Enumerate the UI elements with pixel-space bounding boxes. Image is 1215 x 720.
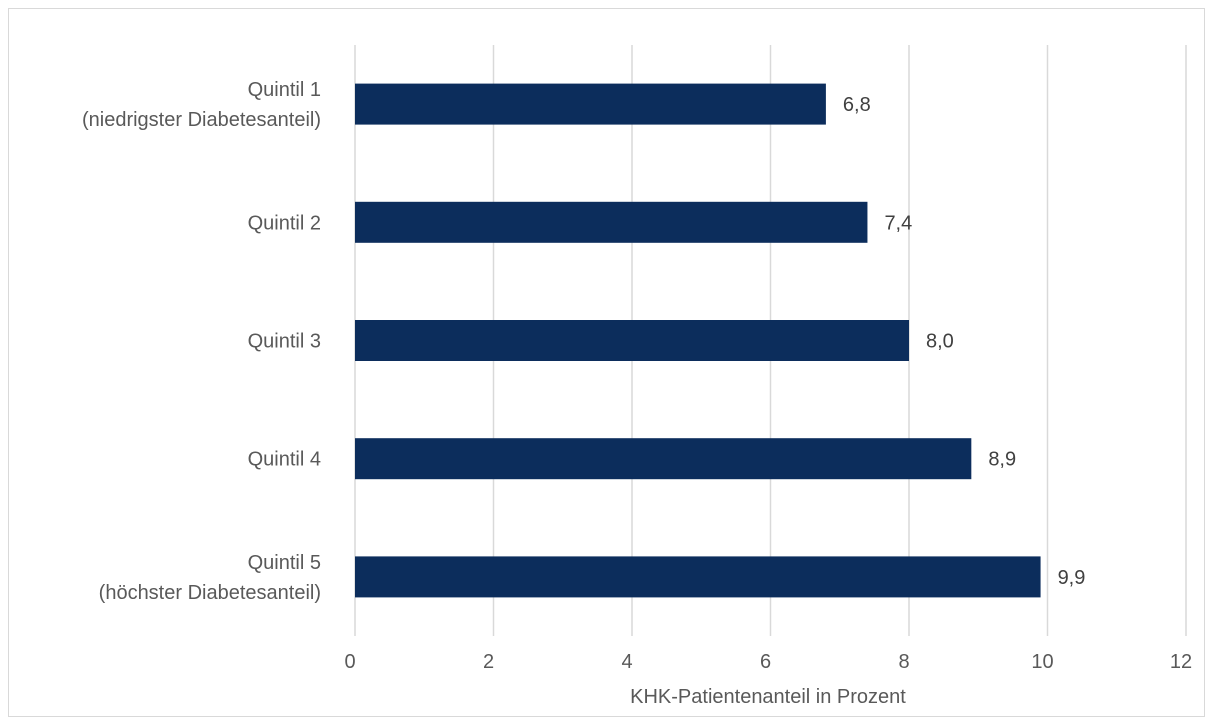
bars — [355, 83, 1041, 598]
x-tick-label: 4 — [621, 651, 632, 673]
bar-quintil-1 — [355, 83, 826, 125]
category-label: (höchster Diabetesanteil) — [99, 582, 321, 604]
x-tick-labels: 0 2 4 6 8 10 12 — [344, 651, 1192, 673]
x-tick-label: 6 — [760, 651, 771, 673]
bar-quintil-2 — [355, 201, 868, 243]
category-label: (niedrigster Diabetesanteil) — [82, 109, 321, 131]
data-label: 6,8 — [843, 94, 871, 116]
x-axis-title: KHK-Patientenanteil in Prozent — [630, 686, 906, 708]
category-label: Quintil 4 — [248, 449, 321, 471]
category-label: Quintil 5 — [248, 552, 321, 574]
data-labels: 6,8 7,4 8,0 8,9 9,9 — [843, 94, 1085, 589]
data-label: 8,0 — [926, 331, 954, 353]
data-label: 8,9 — [988, 449, 1016, 471]
bar-quintil-4 — [355, 438, 972, 480]
x-tick-label: 2 — [483, 651, 494, 673]
bar-quintil-3 — [355, 320, 909, 361]
data-label: 9,9 — [1058, 567, 1086, 589]
category-labels: Quintil 1 (niedrigster Diabetesanteil) Qui… — [82, 79, 321, 604]
category-label: Quintil 2 — [248, 212, 321, 234]
x-tick-label: 0 — [344, 651, 355, 673]
data-label: 7,4 — [884, 212, 912, 234]
x-tick-label: 12 — [1170, 651, 1192, 673]
category-label: Quintil 1 — [248, 79, 321, 101]
x-tick-label: 8 — [898, 651, 909, 673]
bar-quintil-5 — [355, 556, 1041, 598]
chart-frame — [8, 8, 1205, 717]
category-label: Quintil 3 — [248, 331, 321, 353]
x-tick-label: 10 — [1031, 651, 1053, 673]
